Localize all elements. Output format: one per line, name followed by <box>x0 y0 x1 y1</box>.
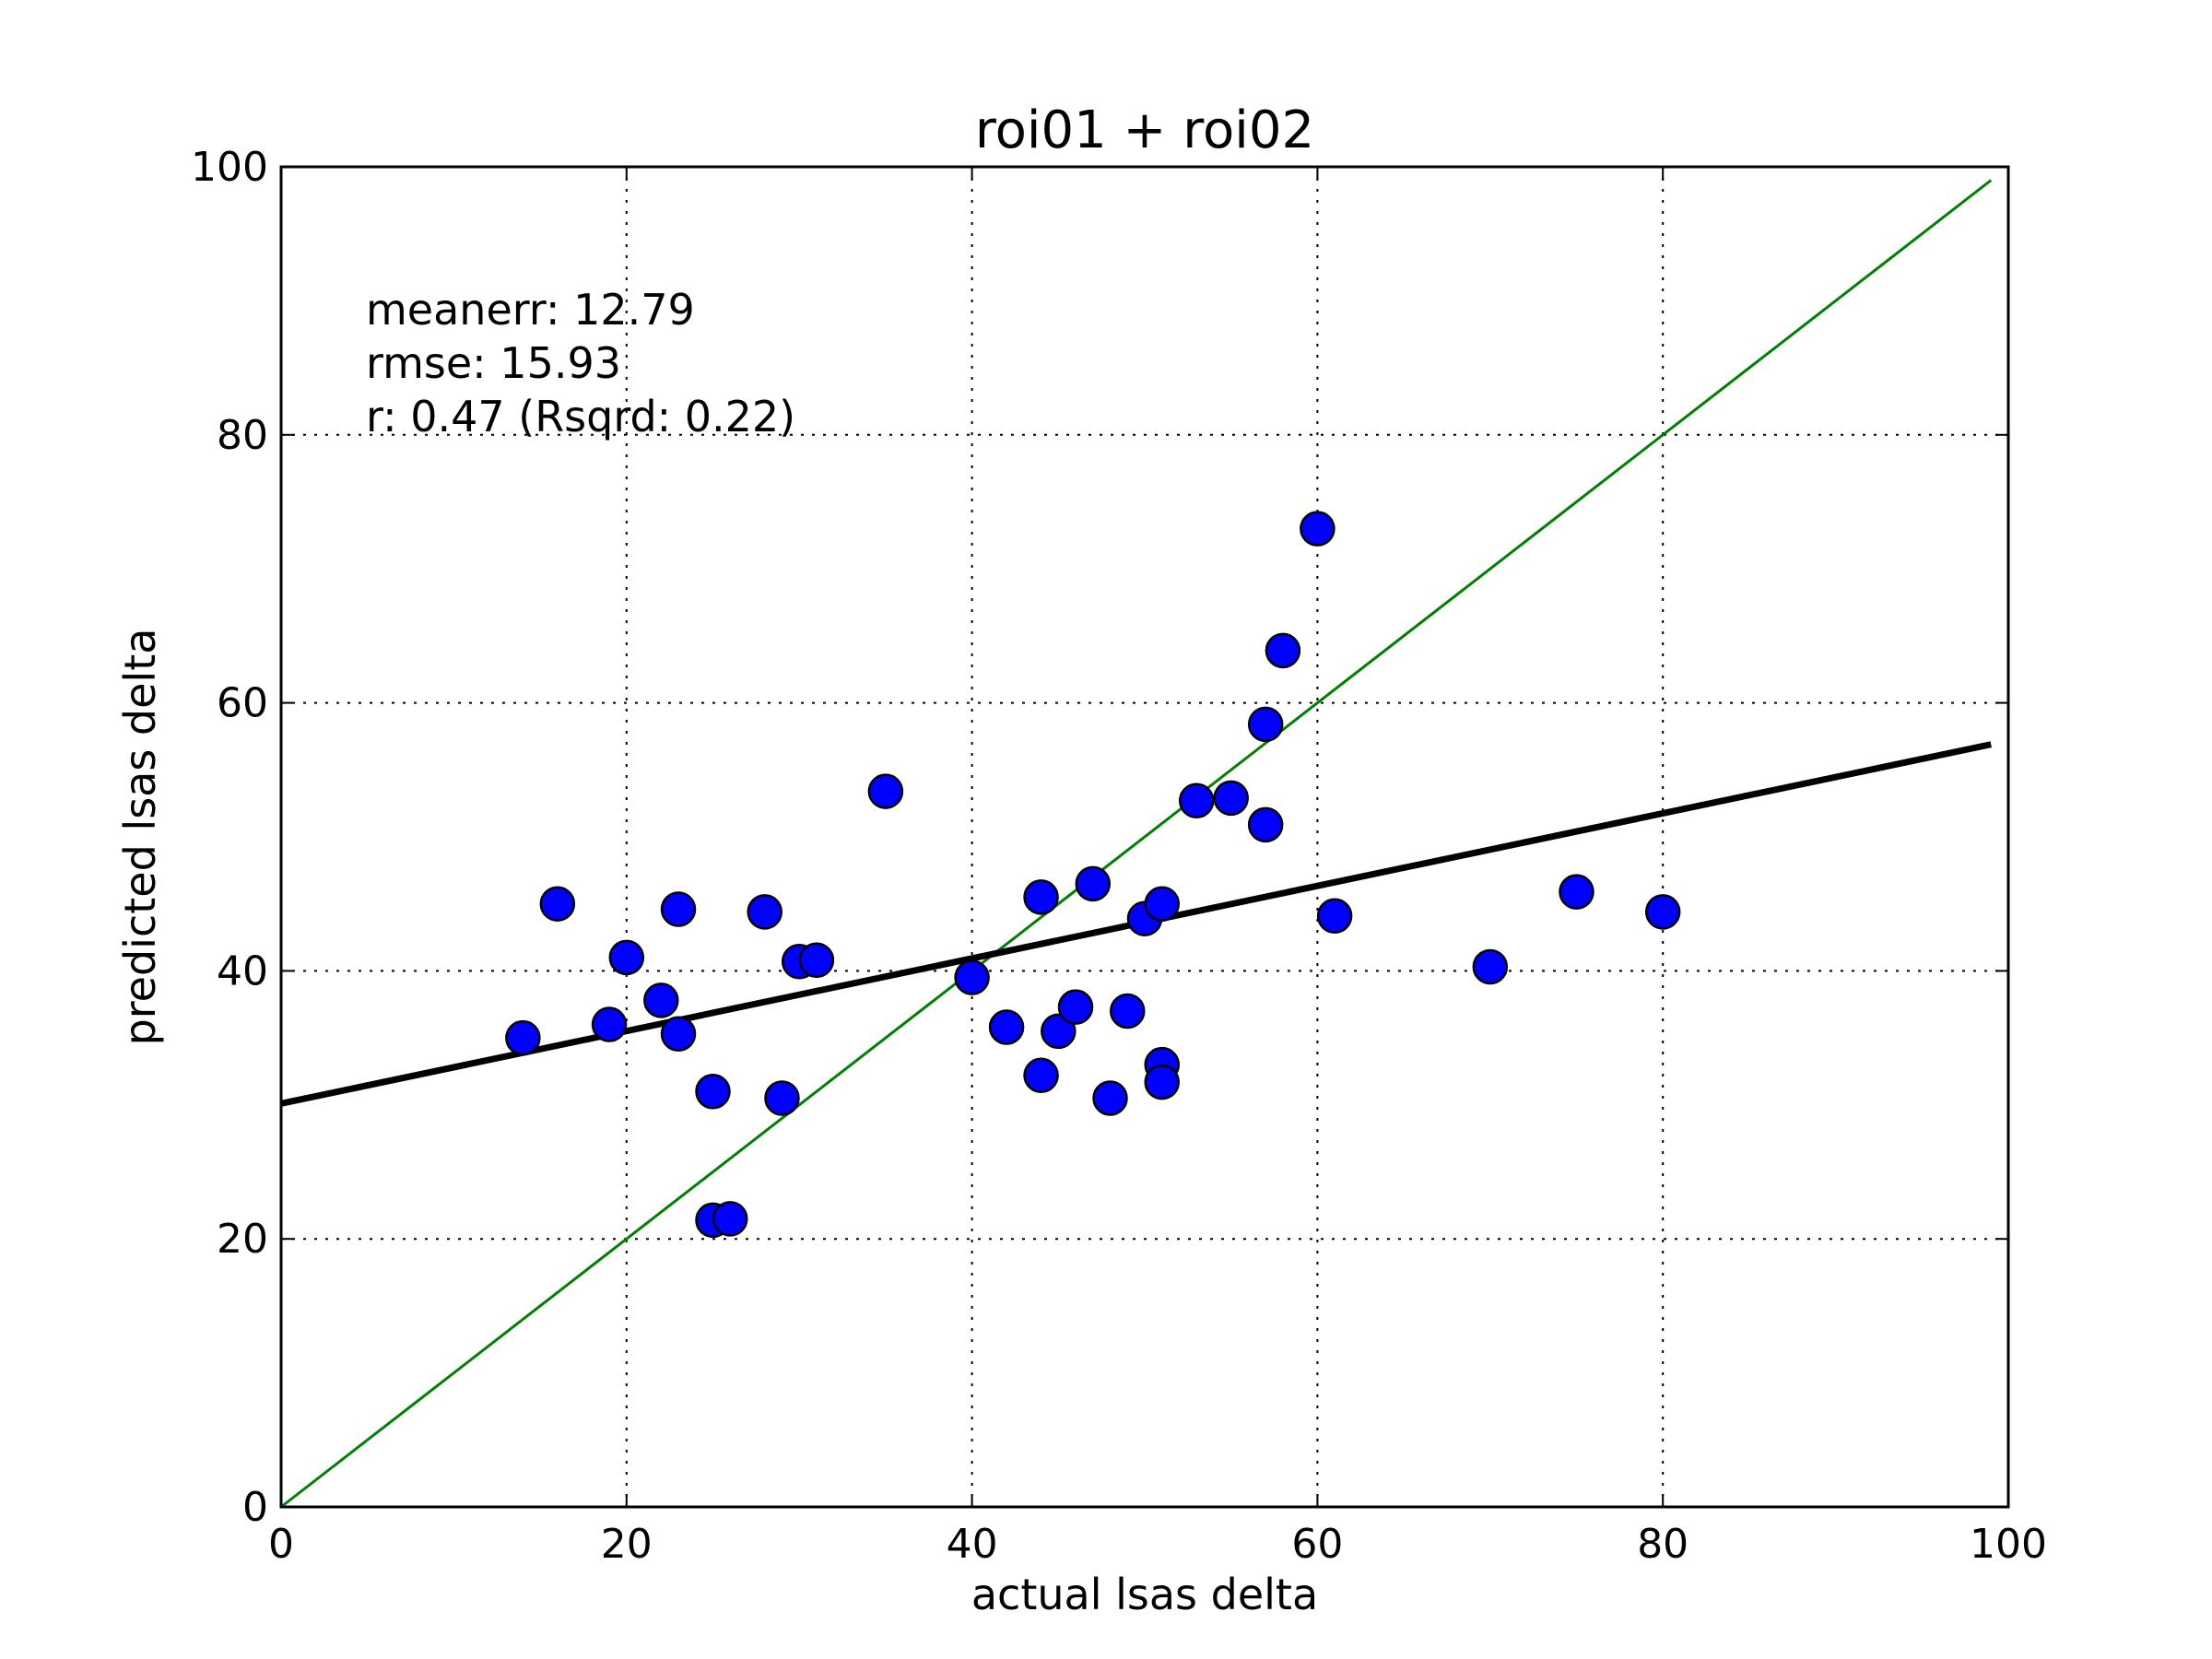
data-point <box>1247 706 1284 743</box>
y-tick-label: 20 <box>217 1216 268 1263</box>
grid <box>281 167 2008 1507</box>
data-point <box>1178 782 1215 818</box>
y-tick-label: 100 <box>191 144 268 191</box>
annotation-meanerr: meanerr: 12.79 <box>366 285 695 335</box>
x-tick-label: 20 <box>601 1521 653 1568</box>
data-point <box>1144 886 1180 922</box>
y-tick-label: 60 <box>217 680 268 727</box>
y-tick-label: 0 <box>242 1484 268 1531</box>
annotation-rmse: rmse: 15.93 <box>366 338 621 388</box>
data-point <box>1213 780 1249 817</box>
data-point <box>1057 989 1094 1025</box>
data-point <box>1023 1057 1059 1094</box>
data-point <box>643 982 679 1018</box>
data-point <box>1300 511 1335 547</box>
data-point <box>505 1019 541 1056</box>
data-point <box>1110 993 1146 1030</box>
x-tick-label: 0 <box>268 1521 294 1568</box>
annotation-r: r: 0.47 (Rsqrd: 0.22) <box>366 392 795 441</box>
chart-title: roi01 + roi02 <box>975 100 1314 160</box>
data-point <box>608 939 645 976</box>
data-point <box>1092 1080 1128 1116</box>
data-point <box>591 1006 628 1042</box>
plot-frame <box>279 165 2010 1509</box>
data-point <box>539 886 576 922</box>
ticks: 0 20 40 60 80 100 0 20 40 60 80 100 <box>191 144 2047 1568</box>
data-point <box>1559 874 1594 910</box>
data-point <box>1316 898 1353 935</box>
data-point <box>1075 865 1112 902</box>
y-tick-label: 80 <box>217 412 268 459</box>
y-tick-label: 40 <box>217 947 268 994</box>
identity-line <box>280 179 1993 1509</box>
x-tick-label: 60 <box>1291 1521 1343 1568</box>
data-point <box>747 894 782 930</box>
x-tick-label: 40 <box>947 1521 998 1568</box>
data-point <box>798 942 835 979</box>
data-point <box>712 1201 748 1237</box>
data-point <box>867 773 904 809</box>
data-point <box>1265 632 1301 669</box>
data-point <box>954 959 990 995</box>
x-axis-label: actual lsas delta <box>971 1570 1318 1619</box>
data-point <box>1144 1064 1180 1100</box>
points <box>505 511 1681 1239</box>
x-tick-label: 100 <box>1970 1521 2047 1568</box>
x-tick-label: 80 <box>1637 1521 1688 1568</box>
data-point <box>1041 1013 1077 1050</box>
data-point <box>1472 948 1509 985</box>
data-point <box>660 1016 697 1052</box>
data-point <box>1023 879 1059 915</box>
y-axis-label: predicted lsas delta <box>115 629 165 1046</box>
data-point <box>764 1080 800 1116</box>
data-point <box>1644 894 1681 930</box>
data-point <box>695 1074 731 1110</box>
data-point <box>988 1009 1025 1045</box>
data-point <box>660 891 697 927</box>
data-point <box>1247 806 1284 843</box>
